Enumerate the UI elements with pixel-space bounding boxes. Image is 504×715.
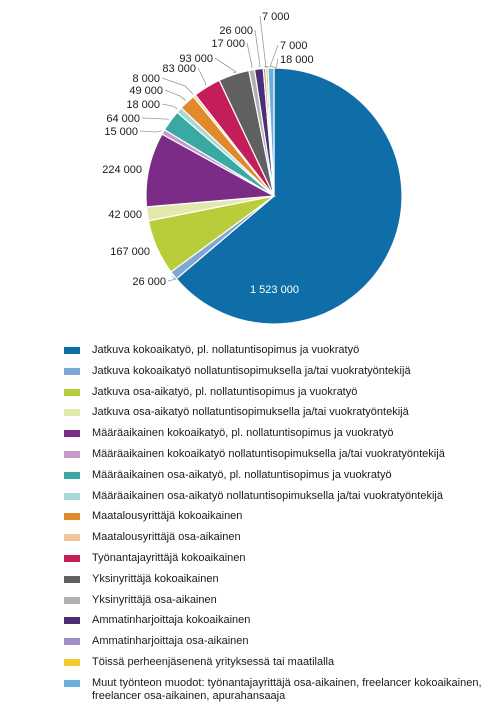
legend-label: Maatalousyrittäjä kokoaikainen xyxy=(92,510,243,523)
pie-slice xyxy=(145,133,277,208)
legend-label: Jatkuva kokoaikatyö, pl. nollatuntisopim… xyxy=(92,344,360,356)
leader-line xyxy=(264,44,279,68)
leader-line xyxy=(270,58,279,69)
legend-entry: Jatkuva osa-aikatyö nollatuntisopimuksel… xyxy=(64,406,494,419)
data-label: 64 000 xyxy=(106,113,140,125)
legend: Jatkuva kokoaikatyö, pl. nollatuntisopim… xyxy=(64,344,494,711)
legend-entry: Muut työnteon muodot: työnantajayrittäjä… xyxy=(64,677,494,703)
legend-entry: Määräaikainen kokoaikatyö, pl. nollatunt… xyxy=(64,427,494,440)
data-label: 8 000 xyxy=(132,73,160,85)
legend-label: Määräaikainen kokoaikatyö nollatuntisopi… xyxy=(92,447,445,460)
legend-entry: Jatkuva osa-aikatyö, pl. nollatuntisopim… xyxy=(64,386,494,399)
legend-swatch xyxy=(64,679,80,687)
legend-label: Yksinyrittäjä kokoaikainen xyxy=(92,572,219,585)
legend-label: Määräaikainen kokoaikatyö, pl. nollatunt… xyxy=(92,427,394,440)
legend-entry: Maatalousyrittäjä osa-aikainen xyxy=(64,531,494,544)
legend-label: Työnantajayrittäjä kokoaikainen xyxy=(92,551,246,564)
data-label: 17 000 xyxy=(211,38,245,50)
legend-swatch xyxy=(64,409,80,417)
leader-line xyxy=(254,29,261,68)
data-label: 93 000 xyxy=(179,53,213,65)
data-label: 18 000 xyxy=(126,99,160,111)
leader-line xyxy=(141,117,169,120)
leader-line xyxy=(214,57,238,73)
legend-swatch xyxy=(64,638,80,646)
legend-entry: Määräaikainen kokoaikatyö nollatuntisopi… xyxy=(64,448,494,461)
data-label: 7 000 xyxy=(280,40,308,52)
data-label: 15 000 xyxy=(104,126,138,138)
legend-swatch xyxy=(64,367,80,375)
leader-line xyxy=(161,103,178,110)
legend-label: Töissä perheenjäsenenä yrityksessä tai m… xyxy=(92,655,335,668)
leader-line xyxy=(164,89,186,101)
data-label: 167 000 xyxy=(110,246,150,258)
legend-swatch xyxy=(64,554,80,562)
legend-swatch xyxy=(64,534,80,542)
leader-line xyxy=(161,77,194,95)
legend-swatch xyxy=(64,658,80,666)
pie-slice xyxy=(267,67,275,197)
legend-swatch xyxy=(64,513,80,521)
legend-entry: Yksinyrittäjä osa-aikainen xyxy=(64,594,494,607)
legend-swatch xyxy=(64,388,80,396)
legend-swatch xyxy=(64,575,80,583)
pie-slice xyxy=(175,67,403,325)
legend-entry: Ammatinharjoittaja kokoaikainen xyxy=(64,614,494,627)
pie-chart-svg: 1 523 000 26 000 167 000 42 000 224 000 15 00… xyxy=(102,11,403,325)
legend-entry: Maatalousyrittäjä kokoaikainen xyxy=(64,510,494,523)
legend-entry: Jatkuva kokoaikatyö nollatuntisopimuksel… xyxy=(64,365,494,378)
data-label: 1 523 000 xyxy=(250,284,299,296)
legend-entry: Työnantajayrittäjä kokoaikainen xyxy=(64,552,494,565)
data-label: 49 000 xyxy=(129,85,163,97)
data-label: 26 000 xyxy=(219,25,253,37)
legend-swatch xyxy=(64,617,80,625)
data-label: 18 000 xyxy=(280,54,314,66)
legend-swatch xyxy=(64,471,80,479)
legend-label: Jatkuva osa-aikatyö, pl. nollatuntisopim… xyxy=(92,385,358,398)
legend-label: Määräaikainen osa-aikatyö nollatuntisopi… xyxy=(92,489,443,502)
legend-entry: Määräaikainen osa-aikatyö, pl. nollatunt… xyxy=(64,469,494,482)
legend-swatch xyxy=(64,450,80,458)
legend-swatch xyxy=(64,596,80,604)
legend-entry: Yksinyrittäjä kokoaikainen xyxy=(64,573,494,586)
legend-label: Maatalousyrittäjä osa-aikainen xyxy=(92,531,241,544)
legend-swatch xyxy=(64,347,80,354)
legend-label: Jatkuva osa-aikatyö nollatuntisopimuksel… xyxy=(92,406,409,419)
data-label: 7 000 xyxy=(262,11,290,23)
legend-label: Jatkuva kokoaikatyö nollatuntisopimuksel… xyxy=(92,364,411,377)
legend-entry: Ammatinharjoittaja osa-aikainen xyxy=(64,635,494,648)
legend-entry: Töissä perheenjäsenenä yrityksessä tai m… xyxy=(64,656,494,669)
legend-label: Määräaikainen osa-aikatyö, pl. nollatunt… xyxy=(92,468,392,481)
leader-line xyxy=(167,276,178,282)
data-label: 42 000 xyxy=(108,209,142,221)
legend-swatch xyxy=(64,430,80,438)
data-label: 26 000 xyxy=(132,276,166,288)
legend-entry: Jatkuva kokoaikatyö, pl. nollatuntisopim… xyxy=(64,344,494,357)
legend-entry: Määräaikainen osa-aikatyö nollatuntisopi… xyxy=(64,490,494,503)
legend-label: Ammatinharjoittaja osa-aikainen xyxy=(92,635,249,648)
data-label: 224 000 xyxy=(102,164,142,176)
leader-line xyxy=(259,15,267,69)
leader-line xyxy=(246,42,253,69)
legend-label: Yksinyrittäjä osa-aikainen xyxy=(92,593,217,606)
legend-label: Ammatinharjoittaja kokoaikainen xyxy=(92,614,251,627)
leader-line xyxy=(139,130,162,133)
data-label: 83 000 xyxy=(162,63,196,75)
legend-label: Muut työnteon muodot: työnantajayrittäjä… xyxy=(92,676,482,702)
legend-swatch xyxy=(64,492,80,500)
leader-line xyxy=(197,67,207,86)
